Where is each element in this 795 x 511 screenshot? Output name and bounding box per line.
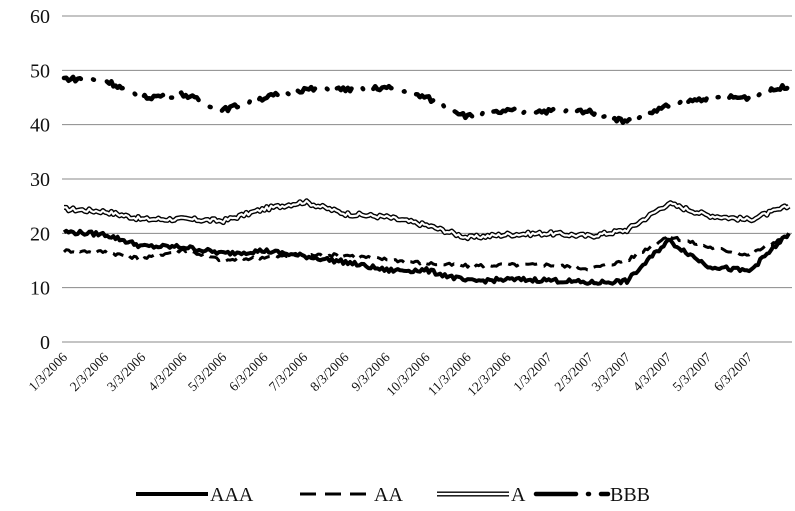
- legend: AAA AA A BBB: [136, 484, 650, 506]
- legend-item-aaa: AAA: [136, 484, 254, 506]
- x-tick-label: 3/3/2006: [104, 349, 149, 394]
- x-tick-label: 6/3/2007: [711, 349, 756, 394]
- x-tick-label: 3/3/2007: [589, 349, 634, 394]
- series-bbb-stroke: [61, 74, 792, 125]
- x-tick-label: 2/3/2006: [67, 349, 112, 394]
- series-a-stroke: [64, 199, 790, 240]
- gridlines: [62, 15, 792, 343]
- y-tick-label: 30: [30, 169, 50, 191]
- x-tick-label: 4/3/2006: [145, 349, 190, 394]
- x-tick-label: 6/3/2006: [226, 349, 271, 394]
- x-tick-label: 5/3/2006: [185, 349, 230, 394]
- y-tick-label: 20: [30, 223, 50, 245]
- x-axis-ticks: 1/3/20062/3/20063/3/20064/3/20065/3/2006…: [26, 349, 756, 398]
- legend-item-bbb: BBB: [533, 484, 650, 506]
- x-tick-label: 4/3/2007: [630, 349, 675, 394]
- series-aaa-stroke: [62, 228, 791, 286]
- x-tick-label: 10/3/2006: [383, 349, 432, 398]
- series-lines: [61, 74, 792, 286]
- y-tick-label: 50: [30, 60, 50, 82]
- x-tick-label: 5/3/2007: [670, 349, 715, 394]
- series-bbb-line: [61, 74, 792, 125]
- y-axis-ticks: 0 10 20 30 40 50 60: [30, 6, 50, 354]
- series-aaa-line: [62, 228, 791, 286]
- legend-label: BBB: [610, 484, 650, 506]
- series-a-line: [63, 198, 791, 242]
- x-tick-label: 1/3/2007: [510, 349, 555, 394]
- legend-label: AA: [374, 484, 403, 506]
- legend-label: AAA: [210, 484, 254, 506]
- x-tick-label: 2/3/2007: [551, 349, 596, 394]
- x-tick-label: 7/3/2006: [266, 349, 311, 394]
- y-tick-label: 60: [30, 6, 50, 28]
- y-tick-label: 40: [30, 115, 50, 137]
- legend-item-a: A: [437, 484, 526, 506]
- legend-item-aa: AA: [300, 484, 403, 506]
- x-tick-label: 8/3/2006: [307, 349, 352, 394]
- legend-label: A: [511, 484, 526, 506]
- x-tick-label: 1/3/2006: [26, 349, 71, 394]
- y-tick-label: 10: [30, 278, 50, 300]
- x-tick-label: 12/3/2006: [464, 349, 513, 398]
- y-tick-label: 0: [40, 332, 50, 354]
